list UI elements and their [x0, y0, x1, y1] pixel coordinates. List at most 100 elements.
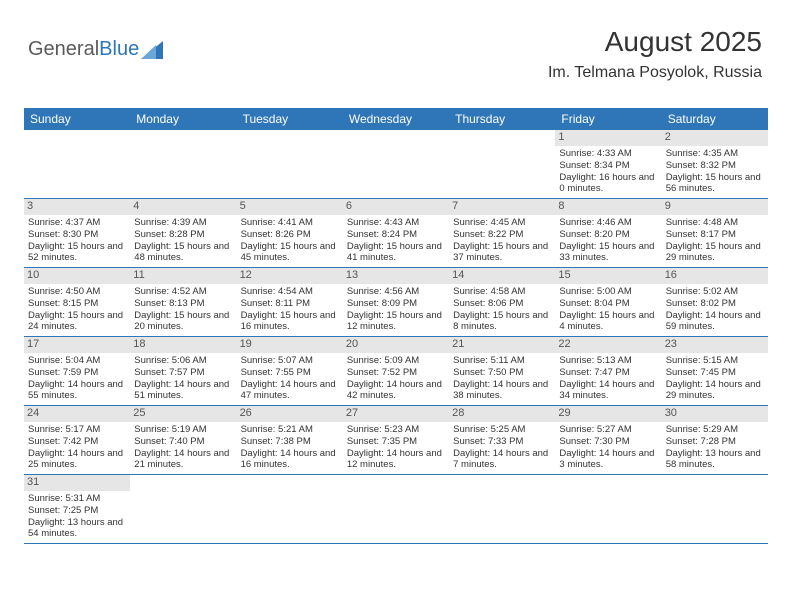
day-cell — [130, 475, 236, 543]
day-number: 21 — [449, 337, 555, 353]
daylight-text: Daylight: 14 hours and 29 minutes. — [666, 379, 764, 403]
sunrise-text: Sunrise: 4:48 AM — [666, 217, 764, 229]
week-row: 17 Sunrise: 5:04 AMSunset: 7:59 PM Dayligh… — [24, 337, 768, 406]
sunset-text: Sunset: 8:06 PM — [453, 298, 551, 310]
sunrise-text: Sunrise: 4:58 AM — [453, 286, 551, 298]
day-number: 13 — [343, 268, 449, 284]
logo-word-general: General — [28, 38, 99, 61]
sunrise-text: Sunrise: 4:46 AM — [559, 217, 657, 229]
day-cell: 18Sunrise: 5:06 AMSunset: 7:57 PMDayligh… — [130, 337, 236, 405]
week-row: 1Sunrise: 4:33 AMSunset: 8:34 PMDaylight… — [24, 130, 768, 199]
day-cell: 26Sunrise: 5:21 AMSunset: 7:38 PMDayligh… — [237, 406, 343, 474]
daylight-text: Daylight: 16 hours and 0 minutes. — [559, 172, 657, 196]
day-cell: 9Sunrise: 4:48 AMSunset: 8:17 PMDaylight… — [662, 199, 768, 267]
daylight-text: Daylight: 14 hours and 12 minutes. — [347, 448, 445, 472]
week-row: 24Sunrise: 5:17 AMSunset: 7:42 PMDayligh… — [24, 406, 768, 475]
sunset-text: Sunset: 7:57 PM — [134, 367, 232, 379]
daylight-text: Daylight: 14 hours and 38 minutes. — [453, 379, 551, 403]
day-cell: 4Sunrise: 4:39 AMSunset: 8:28 PMDaylight… — [130, 199, 236, 267]
daylight-text: Daylight: 13 hours and 58 minutes. — [666, 448, 764, 472]
day-cell: 8Sunrise: 4:46 AMSunset: 8:20 PMDaylight… — [555, 199, 661, 267]
day-cell: 7Sunrise: 4:45 AMSunset: 8:22 PMDaylight… — [449, 199, 555, 267]
sunrise-text: Sunrise: 5:25 AM — [453, 424, 551, 436]
sunrise-text: Sunrise: 4:54 AM — [241, 286, 339, 298]
day-cell — [343, 475, 449, 543]
day-number: 2 — [662, 130, 768, 146]
sunrise-text: Sunrise: 4:43 AM — [347, 217, 445, 229]
sunset-text: Sunset: 8:11 PM — [241, 298, 339, 310]
sunrise-text: Sunrise: 4:35 AM — [666, 148, 764, 160]
daylight-text: Daylight: 14 hours and 3 minutes. — [559, 448, 657, 472]
sunrise-text: Sunrise: 5:07 AM — [241, 355, 339, 367]
day-number: 7 — [449, 199, 555, 215]
day-number: 28 — [449, 406, 555, 422]
day-cell: 20Sunrise: 5:09 AMSunset: 7:52 PMDayligh… — [343, 337, 449, 405]
sunset-text: Sunset: 8:15 PM — [28, 298, 126, 310]
day-number: 24 — [24, 406, 130, 422]
sunset-text: Sunset: 7:59 PM — [28, 367, 126, 379]
sunset-text: Sunset: 7:47 PM — [559, 367, 657, 379]
sunset-text: Sunset: 7:25 PM — [28, 505, 126, 517]
day-number: 15 — [555, 268, 661, 284]
sunrise-text: Sunrise: 4:50 AM — [28, 286, 126, 298]
day-cell: 25Sunrise: 5:19 AMSunset: 7:40 PMDayligh… — [130, 406, 236, 474]
sunset-text: Sunset: 8:30 PM — [28, 229, 126, 241]
sunset-text: Sunset: 8:02 PM — [666, 298, 764, 310]
day-cell: 11Sunrise: 4:52 AMSunset: 8:13 PMDayligh… — [130, 268, 236, 336]
day-cell — [237, 130, 343, 198]
sunrise-text: Sunrise: 5:17 AM — [28, 424, 126, 436]
sunset-text: Sunset: 8:04 PM — [559, 298, 657, 310]
logo-word-blue: Blue — [99, 38, 139, 61]
day-number: 14 — [449, 268, 555, 284]
sunrise-text: Sunrise: 5:15 AM — [666, 355, 764, 367]
daylight-text: Daylight: 13 hours and 54 minutes. — [28, 517, 126, 541]
sunset-text: Sunset: 7:45 PM — [666, 367, 764, 379]
day-cell: 12Sunrise: 4:54 AMSunset: 8:11 PMDayligh… — [237, 268, 343, 336]
daylight-text: Daylight: 15 hours and 12 minutes. — [347, 310, 445, 334]
day-number: 26 — [237, 406, 343, 422]
sunrise-text: Sunrise: 5:19 AM — [134, 424, 232, 436]
day-cell: 16Sunrise: 5:02 AMSunset: 8:02 PMDayligh… — [662, 268, 768, 336]
sunrise-text: Sunrise: 5:23 AM — [347, 424, 445, 436]
sunrise-text: Sunrise: 5:06 AM — [134, 355, 232, 367]
dayname-cell: Monday — [130, 108, 236, 130]
day-number: 6 — [343, 199, 449, 215]
day-number: 29 — [555, 406, 661, 422]
sunset-text: Sunset: 8:13 PM — [134, 298, 232, 310]
day-number: 20 — [343, 337, 449, 353]
sunset-text: Sunset: 8:32 PM — [666, 160, 764, 172]
daylight-text: Daylight: 14 hours and 21 minutes. — [134, 448, 232, 472]
sunset-text: Sunset: 8:28 PM — [134, 229, 232, 241]
sunset-text: Sunset: 7:40 PM — [134, 436, 232, 448]
sunrise-text: Sunrise: 4:37 AM — [28, 217, 126, 229]
sunset-text: Sunset: 7:28 PM — [666, 436, 764, 448]
day-cell — [555, 475, 661, 543]
daylight-text: Daylight: 15 hours and 29 minutes. — [666, 241, 764, 265]
day-cell: 22 Sunrise: 5:13 AMSunset: 7:47 PMDayligh… — [555, 337, 661, 405]
day-cell: 24Sunrise: 5:17 AMSunset: 7:42 PMDayligh… — [24, 406, 130, 474]
sunrise-text: Sunrise: 5:04 AM — [28, 355, 126, 367]
day-number: 17 — [24, 337, 130, 353]
daylight-text: Daylight: 15 hours and 4 minutes. — [559, 310, 657, 334]
dayname-cell: Thursday — [449, 108, 555, 130]
dayname-cell: Tuesday — [237, 108, 343, 130]
daylight-text: Daylight: 14 hours and 42 minutes. — [347, 379, 445, 403]
dayname-cell: Wednesday — [343, 108, 449, 130]
sunrise-text: Sunrise: 5:13 AM — [559, 355, 657, 367]
sunrise-text: Sunrise: 5:29 AM — [666, 424, 764, 436]
sunset-text: Sunset: 7:52 PM — [347, 367, 445, 379]
sunrise-text: Sunrise: 5:00 AM — [559, 286, 657, 298]
day-cell: 23Sunrise: 5:15 AMSunset: 7:45 PMDayligh… — [662, 337, 768, 405]
day-cell — [343, 130, 449, 198]
sunset-text: Sunset: 7:33 PM — [453, 436, 551, 448]
logo-sail-icon — [141, 41, 163, 59]
day-cell: 15 Sunrise: 5:00 AMSunset: 8:04 PMDayligh… — [555, 268, 661, 336]
day-cell: 21Sunrise: 5:11 AMSunset: 7:50 PMDayligh… — [449, 337, 555, 405]
day-number: 22 — [555, 337, 661, 353]
header: August 2025 Im. Telmana Posyolok, Russia — [548, 26, 762, 82]
day-cell: 31Sunrise: 5:31 AMSunset: 7:25 PMDayligh… — [24, 475, 130, 543]
daylight-text: Daylight: 14 hours and 34 minutes. — [559, 379, 657, 403]
day-number: 19 — [237, 337, 343, 353]
week-row: 3Sunrise: 4:37 AMSunset: 8:30 PMDaylight… — [24, 199, 768, 268]
day-cell: 14Sunrise: 4:58 AMSunset: 8:06 PMDayligh… — [449, 268, 555, 336]
